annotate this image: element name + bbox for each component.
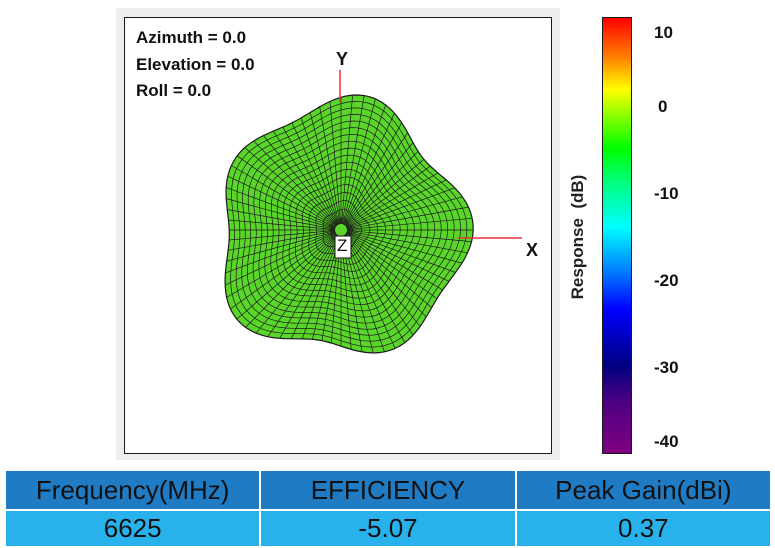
header-efficiency: EFFICIENCY (259, 469, 517, 511)
mesh-spoke (342, 98, 376, 225)
mesh-spoke (343, 235, 396, 349)
mesh-spoke (226, 198, 336, 229)
mesh-spoke (225, 231, 336, 274)
mesh-spoke (346, 172, 439, 228)
mesh-spoke (290, 235, 339, 339)
colorbar-tick: -40 (654, 432, 679, 451)
metrics-table: Frequency(MHz) EFFICIENCY Peak Gain(dBi)… (3, 469, 773, 548)
mesh-spoke (345, 158, 425, 227)
colorbar (602, 17, 632, 454)
mesh-spoke (319, 106, 341, 225)
mesh-spoke (230, 233, 337, 310)
mesh-spoke (344, 151, 419, 227)
mesh-spoke (346, 232, 450, 282)
value-peak-gain: 0.37 (514, 509, 773, 548)
mesh-spoke (346, 231, 462, 264)
elevation-label: Elevation = 0.0 (136, 55, 255, 74)
mesh-spoke (344, 142, 414, 226)
mesh-spoke (309, 112, 340, 225)
value-efficiency: -5.07 (259, 509, 517, 548)
mesh-spoke (346, 231, 456, 273)
mesh-spoke (300, 117, 340, 225)
table-header-row: Frequency(MHz) EFFICIENCY Peak Gain(dBi) (3, 469, 773, 511)
mesh-spoke (301, 235, 340, 340)
mesh-spoke (291, 122, 339, 225)
azimuth-label: Azimuth = 0.0 (136, 28, 247, 47)
colorbar-tick: -30 (654, 358, 679, 377)
mesh-spoke (255, 234, 338, 334)
table-row: 6625 -5.07 0.37 (3, 509, 773, 548)
mesh-spoke (343, 235, 406, 343)
mesh-spoke (346, 187, 455, 229)
mesh-spoke (226, 187, 336, 229)
mesh-spoke (228, 230, 336, 251)
mesh-spoke (228, 219, 336, 230)
colorbar-tick: 0 (658, 97, 668, 116)
mesh-spoke (342, 104, 386, 225)
mesh-spoke (282, 126, 339, 225)
mesh-spoke (267, 234, 338, 337)
mesh-spoke (346, 217, 473, 230)
pattern-mesh (224, 94, 474, 354)
mesh-spoke (236, 155, 337, 227)
colorbar-title: Response (dB) (568, 174, 587, 300)
mesh-spoke (345, 165, 431, 227)
mesh-spoke (344, 233, 427, 318)
mesh-spoke (253, 140, 338, 227)
mesh-spoke (236, 233, 337, 320)
mesh-spoke (345, 233, 432, 308)
mesh-spoke (227, 209, 336, 230)
x-axis-label: X (526, 240, 539, 260)
z-axis-label: Z (337, 236, 348, 255)
mesh-spoke (346, 230, 472, 242)
z-axis-marker (334, 235, 352, 259)
roll-label: Roll = 0.0 (136, 81, 212, 100)
mesh-spoke (346, 206, 469, 230)
mesh-spoke (344, 234, 421, 327)
mesh-spoke (344, 234, 414, 336)
mesh-spoke (346, 196, 463, 229)
colorbar-tick: -10 (654, 184, 679, 203)
header-peak-gain: Peak Gain(dBi) (514, 469, 773, 511)
y-axis-label: Y (336, 49, 349, 69)
mesh-spoke (343, 122, 403, 225)
mesh-spoke (245, 233, 338, 328)
colorbar-tick: -20 (654, 271, 679, 290)
mesh-spoke (346, 230, 468, 254)
mesh-spoke (263, 135, 338, 226)
mesh-spoke (341, 95, 353, 225)
mesh-spoke (244, 147, 337, 227)
mesh-spoke (279, 235, 339, 339)
mesh-spoke (345, 233, 438, 299)
mesh-spoke (226, 232, 336, 298)
mesh-spoke (346, 179, 447, 228)
colorbar-tick: 10 (654, 23, 673, 42)
mesh-spoke (226, 231, 336, 262)
mesh-spoke (227, 175, 336, 228)
value-frequency: 6625 (3, 509, 262, 548)
mesh-spoke (231, 165, 336, 228)
mesh-spoke (329, 101, 341, 225)
mesh-spoke (224, 232, 336, 286)
mesh-spoke (341, 95, 365, 225)
mesh-spoke (229, 230, 336, 241)
mesh-spoke (346, 232, 443, 291)
mesh-spoke (344, 132, 408, 226)
mesh-spoke (272, 131, 338, 226)
mesh-spoke (343, 113, 395, 225)
header-frequency: Frequency(MHz) (3, 469, 262, 511)
